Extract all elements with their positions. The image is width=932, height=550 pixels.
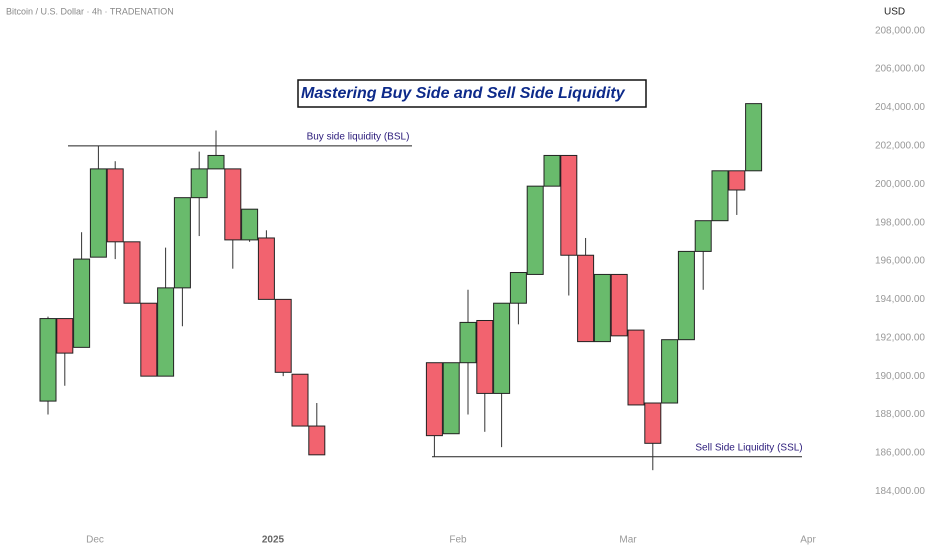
candle-body bbox=[543, 154, 561, 187]
y-tick-label: 208,000.00 bbox=[875, 25, 925, 36]
x-tick-label: 2025 bbox=[262, 535, 285, 546]
candle-body bbox=[39, 318, 57, 402]
x-tick-label: Apr bbox=[800, 535, 816, 546]
candle-body bbox=[493, 302, 511, 394]
candle-body bbox=[291, 373, 309, 427]
candle-body bbox=[425, 362, 443, 437]
candle-body bbox=[224, 168, 242, 241]
y-tick-label: 192,000.00 bbox=[875, 332, 925, 343]
candle-body bbox=[173, 197, 191, 289]
liquidity-label: Sell Side Liquidity (SSL) bbox=[695, 442, 802, 453]
y-tick-label: 184,000.00 bbox=[875, 486, 925, 497]
candle-body bbox=[509, 272, 527, 304]
candle-body bbox=[677, 250, 695, 341]
candle-body bbox=[593, 273, 611, 343]
candle-body bbox=[745, 103, 763, 172]
candle-body bbox=[157, 287, 175, 377]
candle-body bbox=[123, 241, 141, 304]
candle-body bbox=[711, 170, 729, 222]
candle-body bbox=[241, 208, 259, 241]
header: Bitcoin / U.S. Dollar · 4h · TRADENATION bbox=[6, 6, 174, 16]
candle-body bbox=[140, 302, 158, 377]
x-tick-label: Mar bbox=[619, 535, 637, 546]
candle-body bbox=[694, 220, 712, 252]
candle-body bbox=[560, 154, 578, 256]
candle-body bbox=[442, 362, 460, 435]
candle-body bbox=[459, 321, 477, 364]
candle-body bbox=[274, 298, 292, 373]
y-tick-label: 202,000.00 bbox=[875, 140, 925, 151]
candle-body bbox=[577, 254, 595, 343]
y-tick-label: 204,000.00 bbox=[875, 102, 925, 113]
candle-body bbox=[190, 168, 208, 199]
x-tick-label: Feb bbox=[449, 535, 467, 546]
candle-body bbox=[89, 168, 107, 258]
y-tick-label: 190,000.00 bbox=[875, 371, 925, 382]
x-tick-label: Dec bbox=[86, 535, 104, 546]
candle-body bbox=[257, 237, 275, 300]
currency: USD bbox=[884, 7, 905, 18]
candle-body bbox=[73, 258, 91, 348]
candle-body bbox=[526, 185, 544, 275]
liquidity-label: Buy side liquidity (BSL) bbox=[307, 131, 410, 142]
y-tick-label: 186,000.00 bbox=[875, 448, 925, 459]
candle-body bbox=[476, 319, 494, 394]
y-tick-label: 198,000.00 bbox=[875, 217, 925, 228]
y-tick-label: 200,000.00 bbox=[875, 179, 925, 190]
candle-body bbox=[627, 329, 645, 406]
candle-body bbox=[207, 154, 225, 170]
candle-body bbox=[661, 339, 679, 404]
y-tick-label: 194,000.00 bbox=[875, 294, 925, 305]
candle-body bbox=[308, 425, 326, 456]
y-tick-label: 206,000.00 bbox=[875, 64, 925, 75]
candle-body bbox=[106, 168, 124, 243]
candle-body bbox=[728, 170, 746, 191]
candle-body bbox=[644, 402, 662, 444]
y-tick-label: 188,000.00 bbox=[875, 409, 925, 420]
y-tick-label: 196,000.00 bbox=[875, 256, 925, 267]
chart-title: Mastering Buy Side and Sell Side Liquidi… bbox=[301, 85, 626, 102]
candle-body bbox=[610, 273, 628, 337]
candle-body bbox=[56, 318, 74, 354]
title-box bbox=[297, 79, 647, 108]
